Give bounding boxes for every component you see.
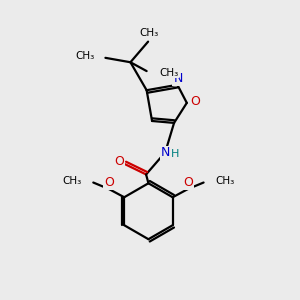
Text: O: O: [104, 176, 114, 189]
Text: CH₃: CH₃: [139, 28, 158, 38]
Text: O: O: [190, 95, 200, 108]
Text: CH₃: CH₃: [62, 176, 82, 186]
Text: O: O: [114, 155, 124, 168]
Text: N: N: [173, 72, 183, 86]
Text: O: O: [183, 176, 193, 189]
Text: N: N: [160, 146, 170, 159]
Text: CH₃: CH₃: [215, 176, 235, 186]
Text: CH₃: CH₃: [159, 68, 178, 78]
Text: CH₃: CH₃: [75, 51, 94, 62]
Text: H: H: [171, 148, 180, 158]
